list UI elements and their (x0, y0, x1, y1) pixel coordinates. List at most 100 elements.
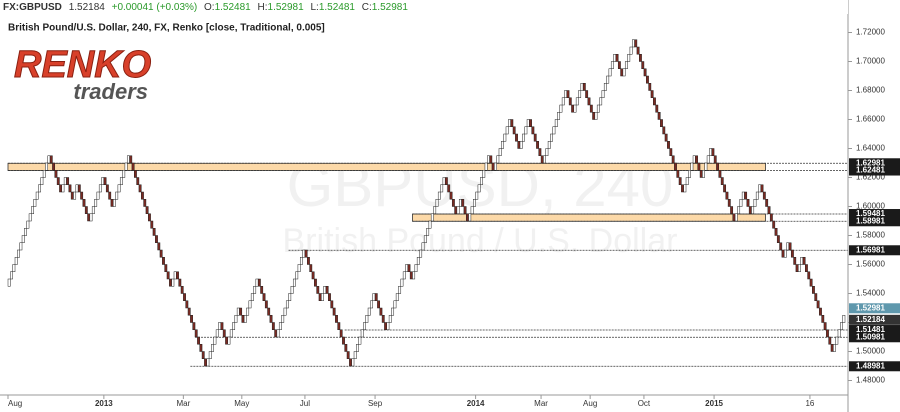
down-brick (828, 336, 832, 345)
up-brick (426, 228, 430, 236)
up-brick (837, 329, 841, 338)
down-brick (781, 249, 785, 258)
down-brick (662, 126, 666, 135)
up-brick (496, 155, 500, 164)
up-brick (117, 184, 121, 193)
up-brick (498, 148, 502, 156)
up-brick (398, 286, 402, 294)
price-line-label: 1.59481 (856, 209, 885, 218)
up-brick (31, 206, 34, 214)
up-brick (596, 104, 600, 113)
down-brick (517, 141, 521, 149)
up-brick (559, 104, 563, 113)
support-zone (412, 213, 766, 222)
down-brick (454, 206, 458, 214)
up-brick (419, 249, 423, 258)
up-brick (405, 264, 409, 272)
down-brick (54, 170, 58, 178)
up-brick (45, 162, 48, 171)
low-label: L: (310, 2, 318, 13)
down-brick (59, 184, 63, 193)
down-brick (788, 242, 792, 251)
down-brick (678, 177, 682, 185)
down-brick (589, 104, 593, 113)
down-brick (617, 61, 621, 69)
down-brick (267, 307, 271, 316)
up-brick (10, 271, 13, 280)
open-label: O: (204, 2, 215, 13)
down-brick (70, 191, 74, 200)
down-brick (510, 119, 514, 127)
down-brick (641, 61, 645, 69)
up-brick (503, 133, 507, 142)
up-brick (480, 177, 483, 185)
down-brick (533, 133, 537, 142)
up-brick (580, 83, 584, 91)
up-brick (484, 162, 488, 171)
up-brick (428, 220, 432, 229)
up-brick (783, 249, 787, 258)
down-brick (582, 83, 586, 91)
down-brick (592, 112, 596, 120)
x-tick-label: 2015 (705, 399, 723, 408)
price-line-label: 1.51481 (856, 325, 885, 334)
down-brick (377, 300, 380, 309)
down-brick (264, 300, 268, 309)
down-brick (512, 126, 516, 135)
down-brick (349, 358, 352, 367)
up-brick (800, 257, 804, 265)
up-brick (442, 177, 446, 185)
price-line-label: 1.62981 (856, 158, 885, 167)
symbol: FX:GBPUSD (3, 2, 62, 13)
up-brick (734, 213, 738, 222)
watermark-name: British Pound / U.S. Dollar (283, 222, 678, 260)
up-brick (47, 155, 51, 164)
up-brick (526, 119, 530, 127)
up-brick (550, 133, 554, 142)
up-brick (753, 199, 757, 207)
price-line-label-box (849, 165, 900, 176)
up-brick (470, 206, 474, 214)
up-brick (786, 242, 790, 251)
up-brick (690, 162, 694, 171)
down-brick (655, 104, 659, 113)
low: 1.52481 (319, 2, 356, 13)
down-brick (463, 206, 467, 214)
up-brick (365, 315, 369, 323)
down-brick (671, 155, 675, 164)
down-brick (790, 249, 794, 258)
up-brick (26, 220, 30, 229)
y-tick-label: 1.62000 (856, 173, 885, 182)
down-brick (337, 322, 341, 330)
up-brick (232, 322, 236, 330)
up-brick (573, 104, 577, 113)
down-brick (134, 170, 137, 178)
up-brick (524, 126, 528, 135)
price-line-label-box (849, 158, 900, 169)
up-brick (370, 300, 373, 309)
down-brick (105, 184, 109, 193)
up-brick (709, 148, 712, 156)
up-brick (91, 206, 95, 214)
up-brick (358, 336, 362, 345)
down-brick (84, 206, 88, 214)
up-brick (599, 97, 603, 106)
up-brick (302, 249, 306, 258)
down-brick (639, 54, 642, 62)
down-brick (309, 264, 313, 272)
up-brick (552, 126, 556, 135)
y-tick-label: 1.54000 (856, 289, 885, 298)
up-brick (255, 278, 259, 287)
down-brick (183, 293, 186, 301)
plot-area (7, 39, 848, 367)
x-tick-label: 16 (805, 399, 814, 408)
x-tick-label: Aug (583, 399, 597, 408)
down-brick (239, 307, 243, 316)
chart-title: British Pound/U.S. Dollar, 240, FX, Renk… (8, 23, 325, 34)
up-brick (229, 329, 233, 338)
price-marker-label: 1.52981 (856, 303, 885, 312)
y-tick-label: 1.48000 (856, 376, 885, 385)
up-brick (40, 177, 44, 185)
down-brick (762, 191, 766, 200)
up-brick (94, 199, 98, 207)
